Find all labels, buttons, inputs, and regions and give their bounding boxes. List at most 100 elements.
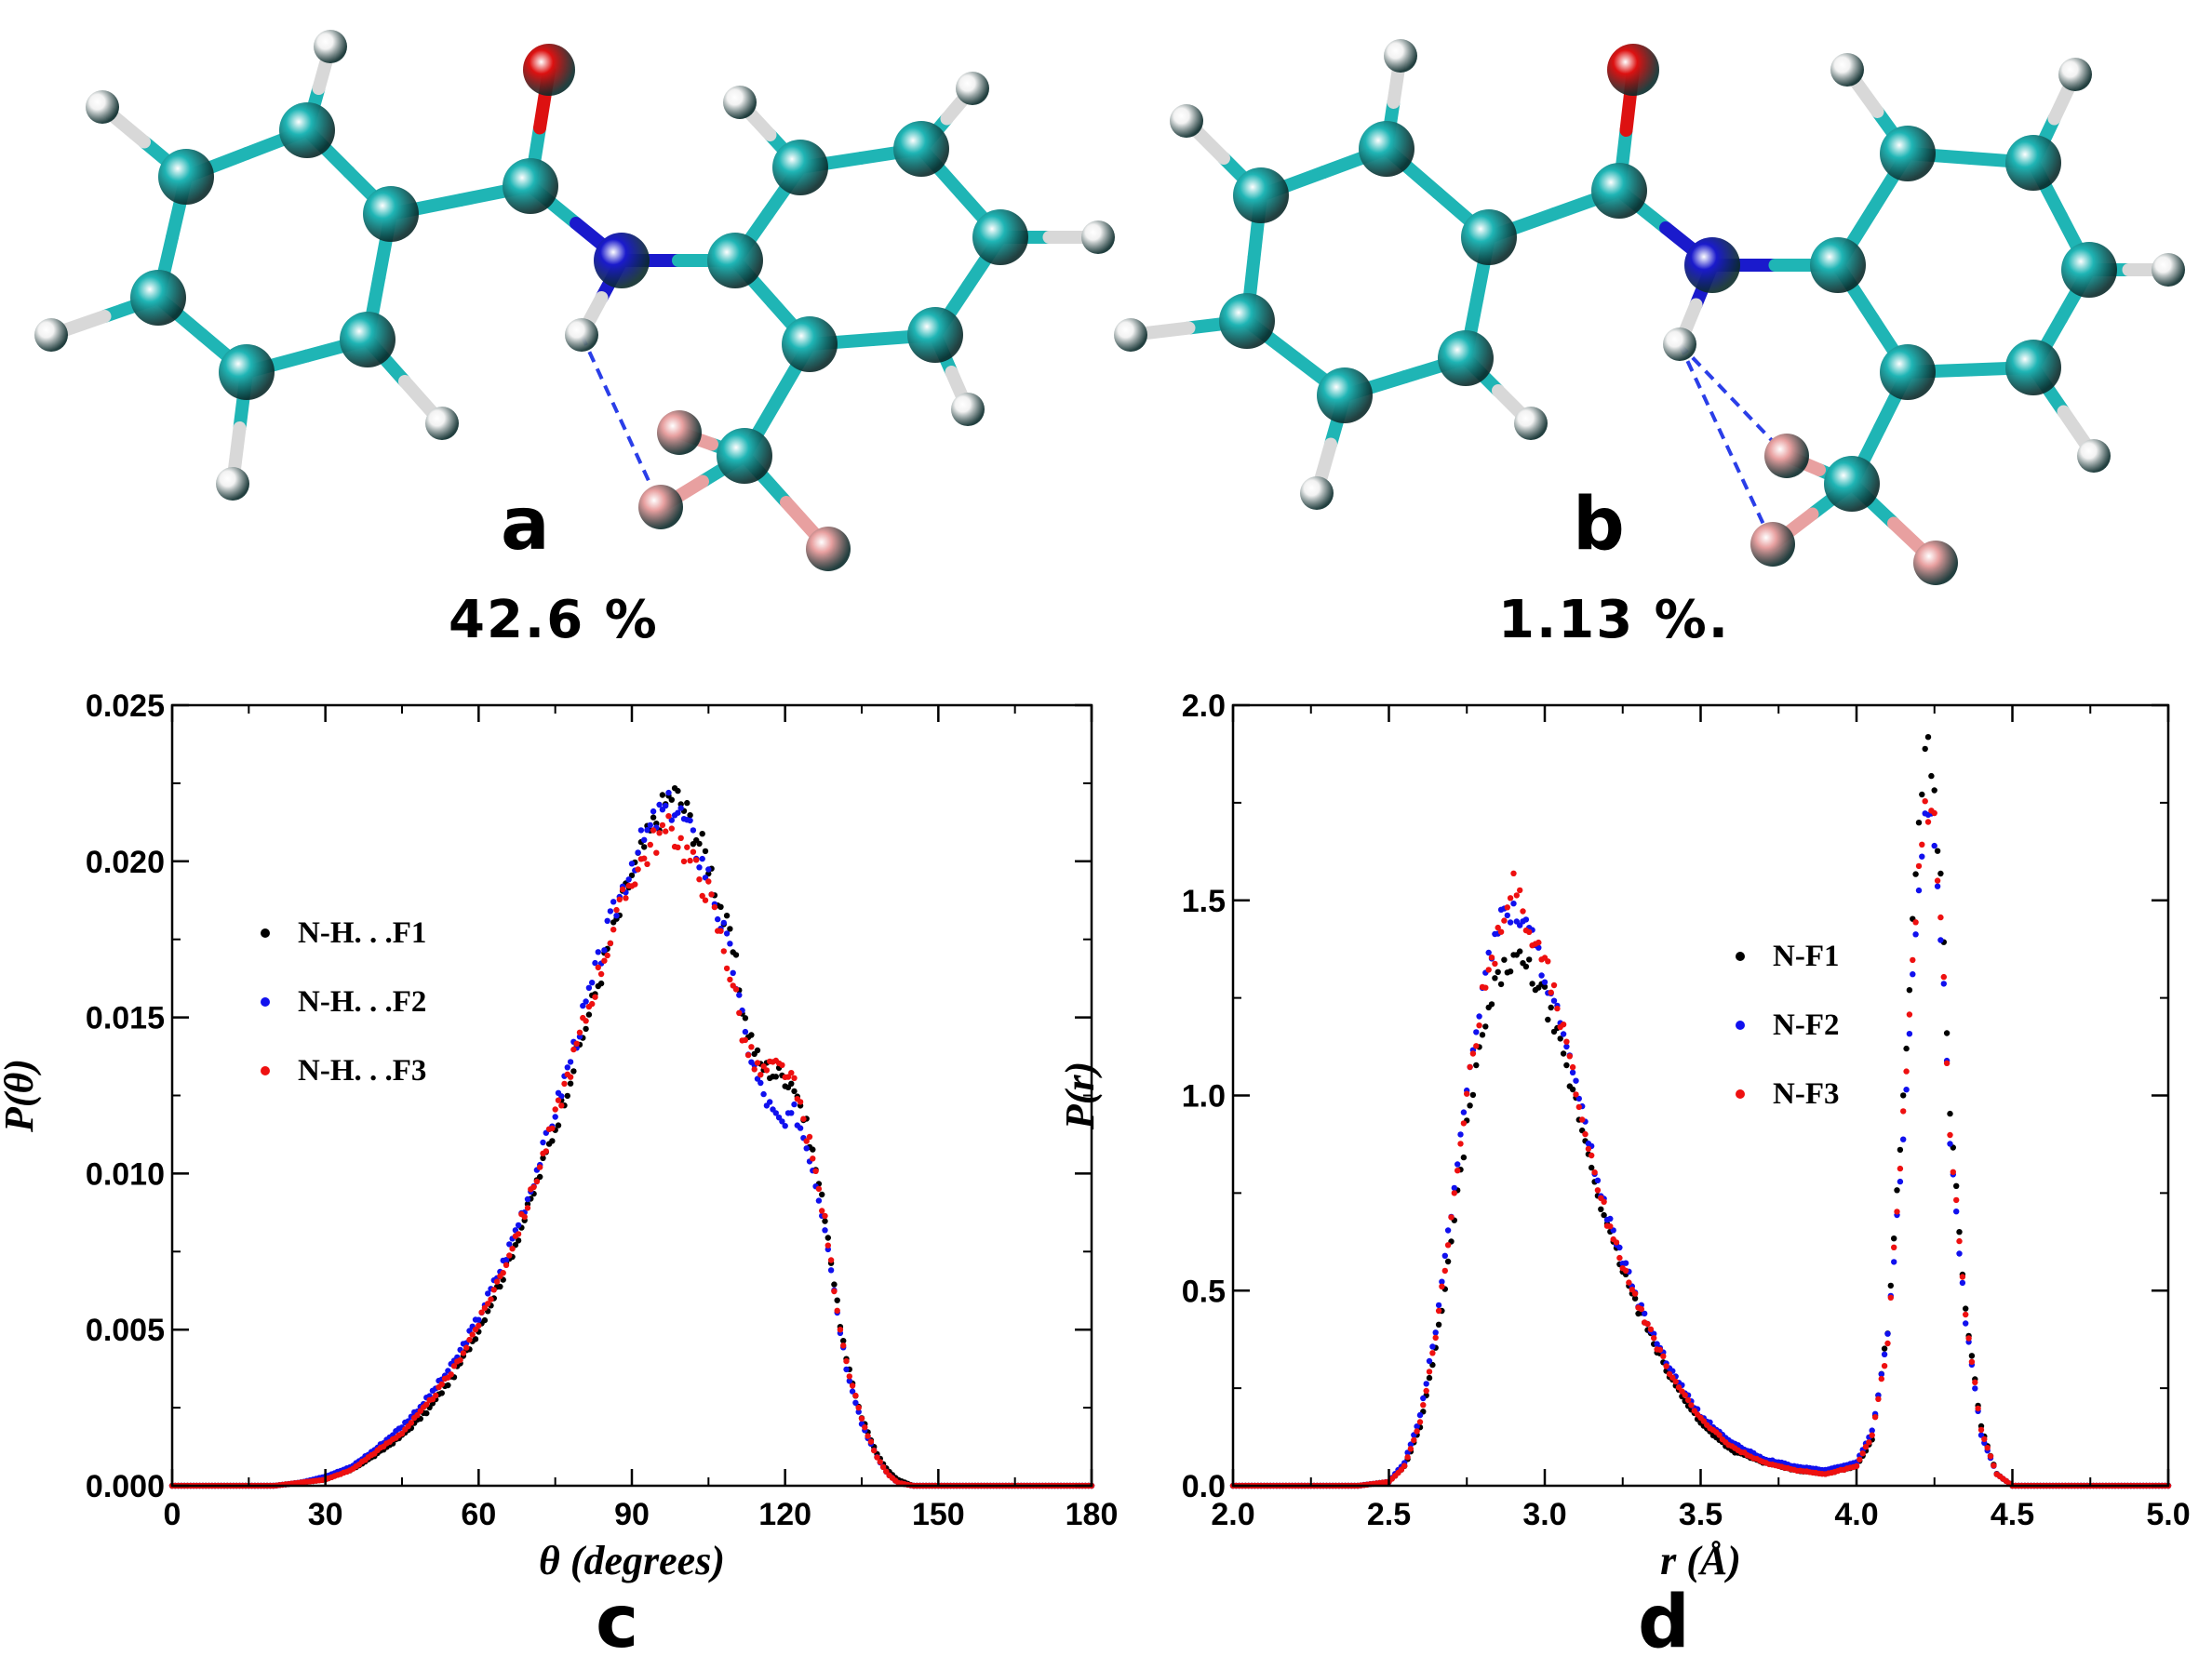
- data-point: [1416, 1411, 1424, 1419]
- data-point: [1947, 1131, 1953, 1139]
- data-point: [1869, 1432, 1875, 1438]
- data-point: [1937, 937, 1944, 943]
- y-tick-label: 0.010: [86, 1156, 165, 1192]
- data-point: [1956, 1229, 1963, 1235]
- data-point: [1977, 1426, 1985, 1434]
- data-point: [810, 1155, 816, 1162]
- data-point: [1526, 956, 1533, 963]
- hydrogen-atom: [1114, 318, 1147, 352]
- data-point: [1510, 901, 1517, 907]
- data-point: [1682, 1392, 1688, 1398]
- data-point: [874, 1454, 880, 1461]
- data-point: [849, 1388, 856, 1395]
- data-point: [800, 1115, 807, 1122]
- data-point: [521, 1213, 528, 1221]
- data-point: [1857, 1456, 1863, 1463]
- legend-marker: [1736, 952, 1745, 961]
- data-point: [849, 1382, 856, 1389]
- data-point: [1663, 1363, 1669, 1369]
- data-point: [1884, 1330, 1891, 1337]
- data-point: [1968, 1358, 1976, 1366]
- data-point: [1550, 997, 1558, 1004]
- data-point: [1984, 1445, 1991, 1451]
- x-tick-label: 60: [461, 1497, 496, 1532]
- data-point: [1423, 1387, 1429, 1395]
- data-point: [561, 1080, 568, 1088]
- data-point: [570, 1046, 577, 1053]
- data-point: [1467, 1063, 1473, 1071]
- data-point: [1675, 1384, 1682, 1391]
- data-point: [1959, 1274, 1966, 1280]
- data-point: [1554, 1005, 1561, 1012]
- data-point: [650, 808, 657, 815]
- data-point: [607, 940, 614, 947]
- data-point: [1423, 1381, 1429, 1387]
- hydrogen-atom: [86, 90, 119, 124]
- data-point: [1535, 939, 1542, 946]
- data-point: [1448, 1214, 1455, 1221]
- hydrogen-atom: [1663, 327, 1696, 361]
- data-point: [690, 827, 697, 834]
- carbon-atom: [907, 307, 963, 363]
- data-point: [632, 881, 638, 888]
- data-point: [717, 903, 724, 910]
- data-point: [732, 952, 740, 958]
- data-point: [784, 1074, 792, 1080]
- series-3: N-F3: [1229, 798, 2172, 1489]
- data-point: [1485, 949, 1492, 956]
- data-point: [1906, 1031, 1913, 1037]
- data-point: [1569, 1086, 1576, 1093]
- data-point: [537, 1164, 543, 1170]
- data-point: [601, 957, 608, 964]
- data-point: [506, 1241, 513, 1248]
- data-point: [815, 1185, 823, 1193]
- data-point: [665, 813, 672, 820]
- data-point: [1455, 1168, 1461, 1174]
- legend-marker: [261, 997, 270, 1007]
- data-point: [1922, 745, 1928, 753]
- data-point: [702, 848, 709, 855]
- data-point: [696, 840, 703, 848]
- data-point: [1937, 914, 1944, 921]
- data-point: [1482, 984, 1489, 991]
- data-point: [558, 1102, 565, 1109]
- data-point: [583, 1018, 589, 1024]
- data-point: [1656, 1346, 1664, 1354]
- data-point: [1947, 1141, 1953, 1147]
- hydrogen-bond: [580, 334, 663, 508]
- hydrogen-atom: [2152, 253, 2185, 287]
- data-point: [1451, 1184, 1458, 1192]
- data-point: [576, 1029, 583, 1036]
- data-point: [1871, 1414, 1879, 1421]
- carbon-atom: [1591, 163, 1647, 219]
- data-point: [1548, 1004, 1554, 1011]
- data-point: [552, 1106, 558, 1113]
- hydrogen-atom: [425, 407, 459, 440]
- carbon-atom: [158, 149, 214, 205]
- data-point: [1414, 1423, 1420, 1430]
- data-point: [751, 1066, 757, 1073]
- data-point: [1919, 791, 1925, 798]
- data-point: [806, 1133, 813, 1141]
- data-point: [1504, 904, 1511, 911]
- data-point: [1482, 1023, 1489, 1030]
- data-point: [540, 1155, 546, 1162]
- data-point: [1401, 1462, 1408, 1469]
- data-point: [720, 919, 727, 927]
- carbon-atom: [1880, 344, 1936, 400]
- data-point: [827, 1267, 835, 1274]
- carbon-atom: [1219, 293, 1275, 349]
- angle-distribution-chart: N-H. . .F1 N-H. . .F2 N-H. . .F3 0 30 60 90 120…: [0, 688, 1118, 1583]
- data-point: [1451, 1190, 1458, 1196]
- data-point: [564, 1092, 570, 1100]
- data-point: [1891, 1244, 1897, 1251]
- data-point: [635, 849, 641, 856]
- data-point: [1642, 1310, 1648, 1317]
- data-point: [1981, 1436, 1988, 1443]
- plot-frame: [1231, 703, 2170, 1488]
- data-point: [1934, 877, 1941, 884]
- data-point: [1504, 912, 1511, 919]
- data-point: [1569, 1069, 1576, 1076]
- x-tick-label: 5.0: [2146, 1497, 2190, 1532]
- data-point: [567, 1080, 574, 1087]
